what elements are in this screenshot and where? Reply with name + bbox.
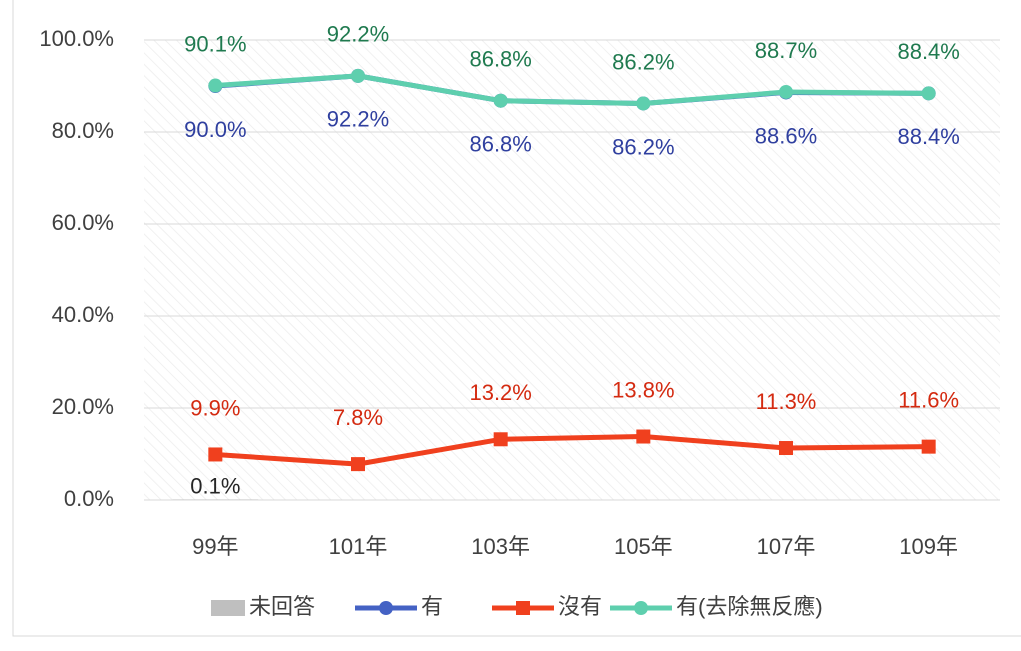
data-label: 88.4% [897, 39, 959, 64]
data-label: 92.2% [327, 107, 389, 132]
y-tick-label: 80.0% [52, 118, 114, 143]
data-label: 86.8% [469, 132, 531, 157]
legend-marker [634, 601, 648, 615]
legend-label: 未回答 [249, 594, 315, 619]
x-tick-label: 101年 [329, 534, 388, 559]
data-label: 9.9% [190, 395, 240, 420]
marker [779, 85, 793, 99]
data-label: 13.8% [612, 377, 674, 402]
x-tick-label: 105年 [614, 534, 673, 559]
x-tick-label: 109年 [899, 534, 958, 559]
data-label: 86.2% [612, 49, 674, 74]
marker [208, 447, 222, 461]
data-label: 88.4% [897, 124, 959, 149]
legend-label: 有(去除無反應) [676, 594, 823, 619]
marker [208, 79, 222, 93]
y-tick-label: 0.0% [64, 486, 114, 511]
legend-marker [516, 601, 530, 615]
data-label: 86.8% [469, 47, 531, 72]
data-label: 90.1% [184, 31, 246, 56]
legend-label: 沒有 [558, 594, 602, 619]
marker [922, 86, 936, 100]
marker [636, 430, 650, 444]
plot-area [144, 40, 1000, 500]
data-label: 11.6% [898, 387, 959, 412]
data-label: 0.1% [190, 473, 240, 498]
data-label: 86.2% [612, 134, 674, 159]
y-tick-label: 60.0% [52, 210, 114, 235]
marker [494, 432, 508, 446]
data-label: 7.8% [333, 405, 383, 430]
x-tick-label: 107年 [757, 534, 816, 559]
data-label: 88.7% [755, 38, 817, 63]
data-label: 11.3% [756, 389, 817, 414]
data-label: 88.6% [755, 123, 817, 148]
marker [636, 96, 650, 110]
data-label: 92.2% [327, 22, 389, 47]
x-tick-label: 99年 [192, 534, 238, 559]
legend-label: 有 [421, 594, 443, 619]
data-label: 13.2% [469, 380, 531, 405]
y-tick-label: 100.0% [39, 26, 114, 51]
y-tick-label: 20.0% [52, 394, 114, 419]
marker [351, 69, 365, 83]
marker [779, 441, 793, 455]
marker [351, 457, 365, 471]
marker [922, 440, 936, 454]
data-label: 90.0% [184, 117, 246, 142]
marker [494, 94, 508, 108]
legend-swatch [211, 600, 245, 616]
x-tick-label: 103年 [471, 534, 530, 559]
legend-marker [379, 601, 393, 615]
y-tick-label: 40.0% [52, 302, 114, 327]
